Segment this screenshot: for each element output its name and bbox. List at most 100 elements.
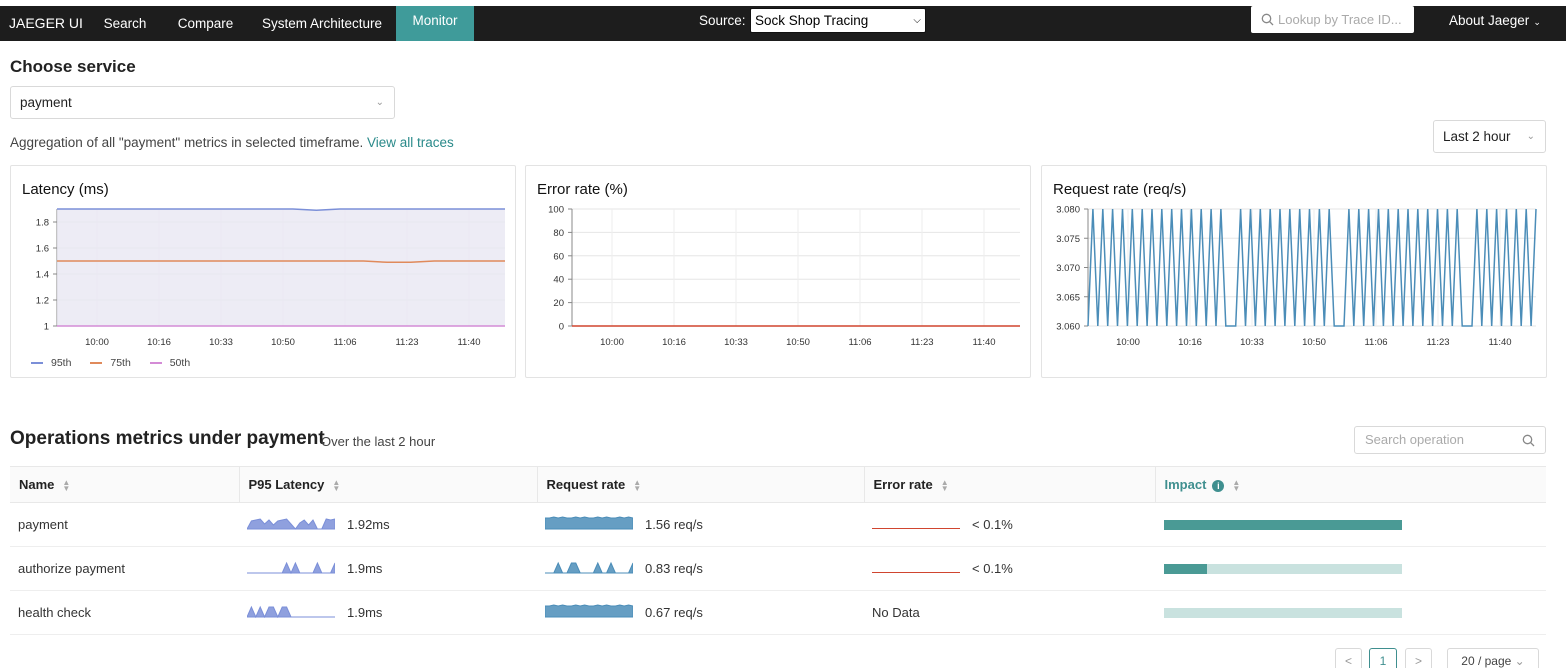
page-size-select[interactable]: 20 / page ⌄ <box>1447 648 1539 668</box>
latency-value: 1.9ms <box>347 561 383 576</box>
operation-name[interactable]: payment <box>10 502 239 547</box>
sparkline <box>871 572 960 573</box>
source-select[interactable]: Sock Shop Tracing ⌵ <box>750 8 926 33</box>
legend-item[interactable]: 95th <box>31 357 71 369</box>
table-row[interactable]: payment 1.92ms 1.56 req/s < 0.1% <box>10 502 1546 547</box>
operation-name[interactable]: authorize payment <box>10 546 239 591</box>
chevron-down-icon: ⌄ <box>1533 17 1541 27</box>
error-rate-sparkline <box>871 560 960 577</box>
request-rate-cell: 0.67 req/s <box>537 590 864 635</box>
sparkline <box>545 561 634 574</box>
column-header-p95-latency[interactable]: P95 Latency ▲ ▼ <box>238 466 537 503</box>
nav-system-architecture[interactable]: System Architecture <box>261 16 383 31</box>
sparkline-path <box>544 604 634 618</box>
x-tick-label: 11:06 <box>848 337 871 348</box>
source-value: Sock Shop Tracing <box>755 13 869 28</box>
sparkline-path <box>246 518 336 530</box>
nav-monitor[interactable]: Monitor <box>396 6 474 41</box>
latency-sparkline <box>247 560 336 577</box>
sparkline-path <box>545 561 634 574</box>
latency-sparkline <box>246 516 336 533</box>
column-header-error-rate[interactable]: Error rate ▲ ▼ <box>863 466 1155 503</box>
x-tick-label: 11:06 <box>333 337 356 348</box>
request-rate-sparkline <box>544 604 634 621</box>
error-rate-value: < 0.1% <box>972 561 1013 576</box>
x-tick-label: 11:40 <box>457 337 480 348</box>
sort-icon[interactable]: ▲ ▼ <box>332 477 341 493</box>
error-rate-cell: < 0.1% <box>864 546 1155 591</box>
source-label: Source: <box>699 13 746 28</box>
request-rate-chart-card: Request rate (req/s) 3.060 3.065 3.070 3.07… <box>1041 165 1547 378</box>
nav-compare[interactable]: Compare <box>177 16 234 31</box>
x-tick-label: 10:16 <box>1178 337 1202 348</box>
request-rate-value: 1.56 req/s <box>645 517 703 532</box>
info-icon[interactable]: i <box>1212 479 1225 492</box>
x-tick-label: 10:50 <box>786 337 810 348</box>
nav-search[interactable]: Search <box>103 16 147 31</box>
table-row[interactable]: authorize payment 1.9ms 0.83 req/s < 0.1% <box>10 546 1546 591</box>
column-header-request-rate[interactable]: Request rate ▲ ▼ <box>536 466 864 503</box>
operation-name[interactable]: health check <box>10 590 239 635</box>
column-label: Request rate <box>546 477 626 492</box>
sort-icon[interactable]: ▲ ▼ <box>633 477 642 493</box>
column-label: Impact <box>1164 477 1207 492</box>
view-all-traces-link[interactable]: View all traces <box>367 135 454 150</box>
sort-icon[interactable]: ▲ ▼ <box>62 477 71 493</box>
column-label: P95 Latency <box>248 477 325 492</box>
column-label: Error rate <box>873 477 933 492</box>
chart-legend: 95th 75th 50th <box>31 357 206 369</box>
service-select[interactable]: payment ⌄ <box>10 86 395 119</box>
y-tick-label: 1.2 <box>36 296 49 307</box>
search-operation-input[interactable]: Search operation <box>1354 426 1546 454</box>
x-tick-label: 10:00 <box>85 337 109 348</box>
series-line-0 <box>1087 208 1537 327</box>
column-header-impact[interactable]: Impact i ▲ ▼ <box>1154 466 1546 503</box>
legend-item[interactable]: 75th <box>90 357 131 369</box>
latency-cell: 1.9ms <box>239 590 537 635</box>
y-tick-label: 3.070 <box>1056 263 1080 274</box>
error-rate-cell: No Data <box>864 590 1155 635</box>
x-tick-label: 11:06 <box>1364 337 1387 348</box>
search-icon <box>1261 13 1274 26</box>
x-tick-label: 11:23 <box>1426 337 1449 348</box>
sparkline-path <box>247 561 336 575</box>
legend-swatch <box>31 362 43 365</box>
chevron-down-icon: ⌵ <box>913 15 921 26</box>
y-tick-label: 1.4 <box>36 270 49 281</box>
pagination-next-button[interactable]: > <box>1405 648 1432 668</box>
sort-icon[interactable]: ▲ ▼ <box>1232 477 1241 493</box>
chevron-down-icon: ⌄ <box>1526 131 1535 142</box>
error-rate-sparkline <box>871 516 960 533</box>
chart-title: Request rate (req/s) <box>1053 181 1187 198</box>
y-tick-label: 0 <box>559 322 564 333</box>
sort-icon[interactable]: ▲ ▼ <box>940 477 949 493</box>
operations-subtitle: Over the last 2 hour <box>321 434 436 449</box>
search-icon <box>1522 434 1535 447</box>
table-row[interactable]: health check 1.9ms 0.67 req/s No Data <box>10 590 1546 635</box>
timeframe-select[interactable]: Last 2 hour ⌄ <box>1433 120 1546 153</box>
column-header-name[interactable]: Name ▲ ▼ <box>10 466 239 503</box>
latency-chart: 1 1.2 1.4 1.6 1.8 10:00 10:16 10:33 10:50 11:06 11… <box>36 208 505 348</box>
impact-bar <box>1164 519 1402 530</box>
y-tick-label: 3.060 <box>1056 322 1080 333</box>
legend-item[interactable]: 50th <box>149 357 190 369</box>
pagination-page-1[interactable]: 1 <box>1369 648 1397 668</box>
impact-bar <box>1164 563 1402 574</box>
pagination-prev-button[interactable]: < <box>1335 648 1362 668</box>
x-tick-label: 10:16 <box>662 337 686 348</box>
impact-bar-fill <box>1164 519 1402 530</box>
chevron-down-icon: ⌄ <box>1514 654 1525 668</box>
sparkline-path <box>871 572 960 573</box>
y-tick-label: 1.6 <box>36 244 49 255</box>
impact-bar-fill <box>1164 563 1207 574</box>
y-tick-label: 100 <box>548 205 564 216</box>
x-tick-label: 10:50 <box>271 337 295 348</box>
service-value: payment <box>20 95 72 110</box>
x-tick-label: 10:00 <box>600 337 624 348</box>
brand-logo[interactable]: JAEGER UI <box>9 15 83 31</box>
about-jaeger-menu[interactable]: About Jaeger ⌄ <box>1449 6 1541 37</box>
impact-cell <box>1155 590 1546 635</box>
trace-lookup-input[interactable]: Lookup by Trace ID... <box>1251 6 1414 33</box>
impact-bar <box>1164 607 1402 618</box>
sparkline <box>544 604 634 618</box>
